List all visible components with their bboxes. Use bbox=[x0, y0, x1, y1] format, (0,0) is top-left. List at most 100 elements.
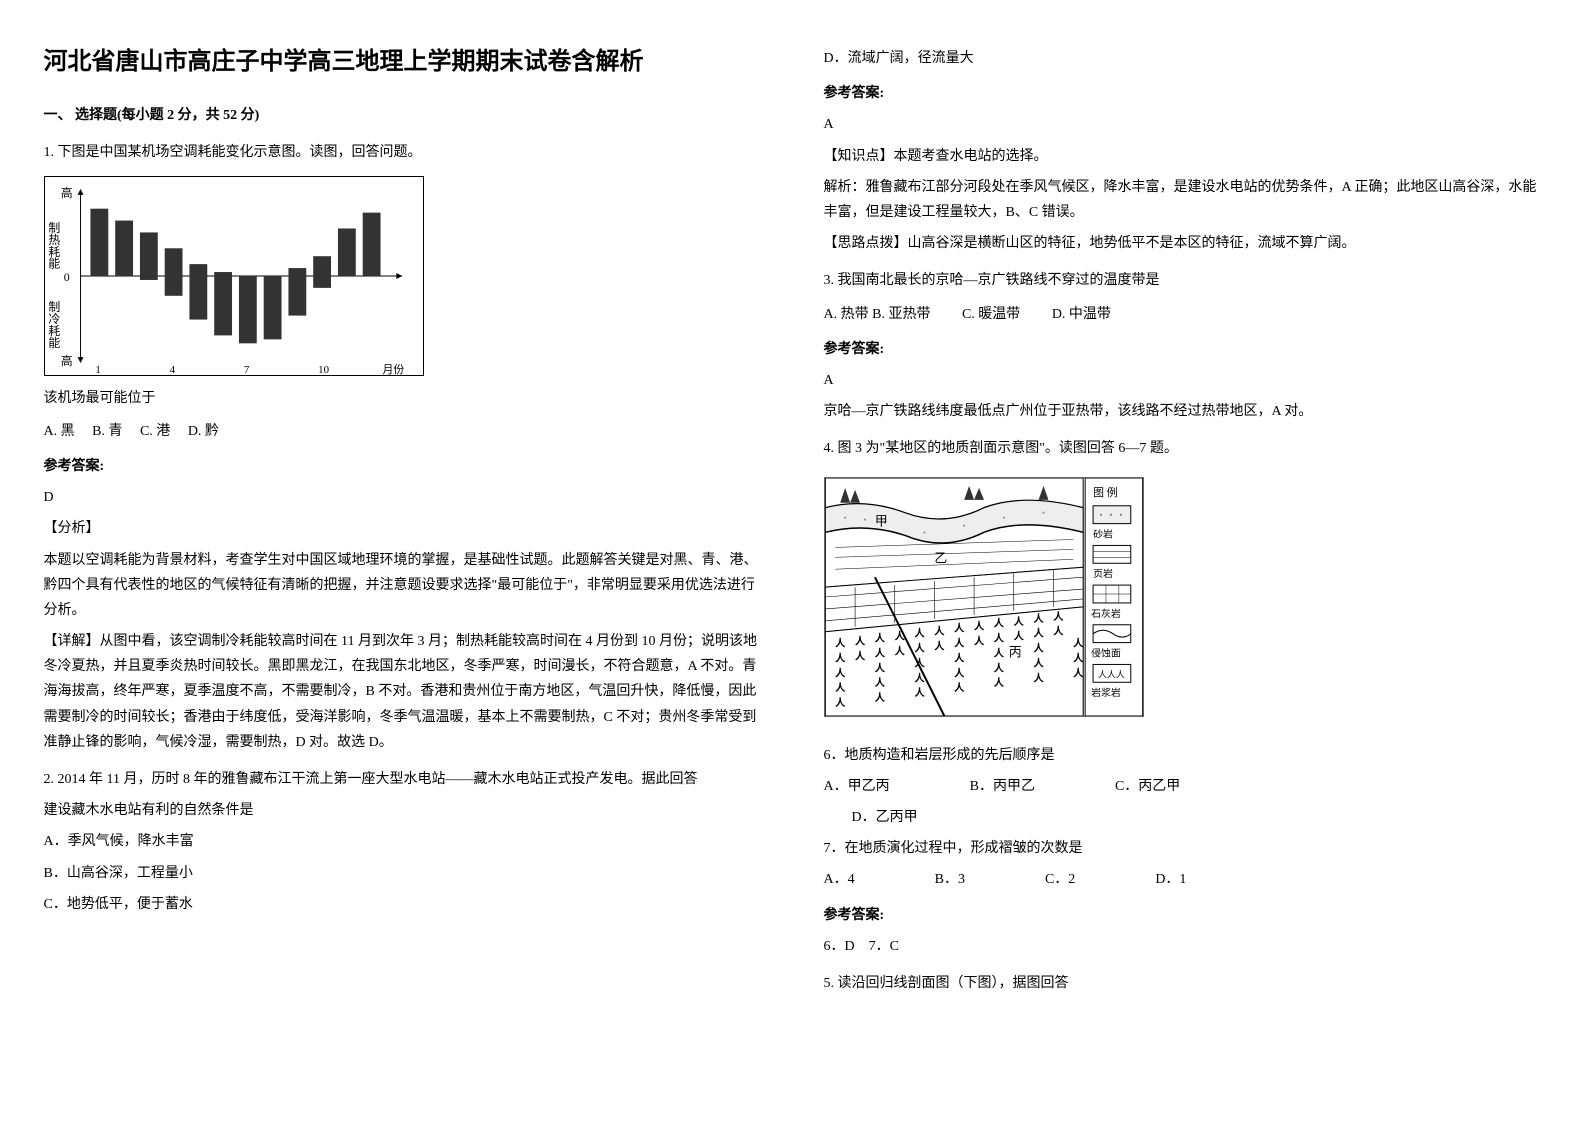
q3-stem: 3. 我国南北最长的京哈—京广铁路线不穿过的温度带是 bbox=[824, 268, 1544, 293]
legend-sand: 砂岩 bbox=[1093, 528, 1113, 541]
svg-text:人: 人 bbox=[1053, 626, 1063, 638]
q7-opt-b: B．3 bbox=[935, 867, 965, 892]
q2-opt-a: A．季风气候，降水丰富 bbox=[44, 829, 764, 854]
svg-text:人: 人 bbox=[954, 668, 964, 680]
q1-analysis-text: 本题以空调耗能为背景材料，考查学生对中国区域地理环境的掌握，是基础性试题。此题解… bbox=[44, 548, 764, 624]
svg-text:人: 人 bbox=[954, 638, 964, 650]
legend-igneous: 岩浆岩 bbox=[1091, 687, 1121, 700]
q3-opt-c: C. 暖温带 bbox=[962, 307, 1020, 322]
q1-sub: 该机场最可能位于 bbox=[44, 386, 764, 411]
q2-jiexi: 解析：雅鲁藏布江部分河段处在季风气候区，降水丰富，是建设水电站的优势条件，A 正… bbox=[824, 175, 1544, 225]
q2-knowledge-label: 【知识点】 bbox=[824, 149, 894, 164]
svg-text:人: 人 bbox=[993, 663, 1003, 675]
svg-text:人: 人 bbox=[835, 638, 845, 650]
q6-opt-c: C．丙乙甲 bbox=[1115, 774, 1180, 799]
svg-text:人: 人 bbox=[1033, 613, 1043, 625]
q2-opt-c: C．地势低平，便于蓄水 bbox=[44, 892, 764, 917]
q6-stem: 6．地质构造和岩层形成的先后顺序是 bbox=[824, 743, 1544, 768]
energy-chart-svg: 高 制热耗能 0 制冷耗能 高 1 4 7 10 月份 bbox=[45, 177, 423, 375]
svg-text:人: 人 bbox=[874, 663, 884, 675]
q2-knowledge-text: 本题考查水电站的选择。 bbox=[894, 149, 1048, 164]
svg-text:人: 人 bbox=[1033, 628, 1043, 640]
legend-shale: 页岩 bbox=[1093, 568, 1113, 581]
svg-text:人: 人 bbox=[934, 641, 944, 653]
x-label-4: 4 bbox=[169, 364, 175, 375]
q7-stem: 7．在地质演化过程中，形成褶皱的次数是 bbox=[824, 836, 1544, 861]
label-bing: 丙 bbox=[1008, 646, 1021, 660]
q2-answer-label: 参考答案: bbox=[824, 81, 1544, 106]
svg-text:人: 人 bbox=[835, 683, 845, 695]
svg-text:人: 人 bbox=[954, 653, 964, 665]
q3-options: A. 热带 B. 亚热带 C. 暖温带 D. 中温带 bbox=[824, 302, 1544, 327]
y-high-bottom: 高 bbox=[60, 354, 72, 368]
q3-explain: 京哈—京广铁路线纬度最低点广州位于亚热带，该线路不经过热带地区，A 对。 bbox=[824, 399, 1544, 424]
svg-text:人: 人 bbox=[1073, 653, 1083, 665]
svg-text:人: 人 bbox=[835, 653, 845, 665]
q6-opt-b: B．丙甲乙 bbox=[970, 774, 1035, 799]
q2-stem: 2. 2014 年 11 月，历时 8 年的雅鲁藏布江干流上第一座大型水电站——… bbox=[44, 767, 764, 792]
q3-opt-a: A. 热带 bbox=[824, 307, 869, 322]
q1-analysis-label: 【分析】 bbox=[44, 516, 764, 541]
svg-text:人: 人 bbox=[993, 648, 1003, 660]
svg-text:人: 人 bbox=[874, 633, 884, 645]
svg-text:人: 人 bbox=[1033, 673, 1043, 685]
q1-chart: 高 制热耗能 0 制冷耗能 高 1 4 7 10 月份 bbox=[44, 176, 424, 376]
x-label-1: 1 bbox=[95, 364, 100, 375]
q2-silu: 【思路点拨】山高谷深是横断山区的特征，地势低平不是本区的特征，流域不算广阔。 bbox=[824, 231, 1544, 256]
svg-text:人: 人 bbox=[954, 683, 964, 695]
q7-opt-d: D．1 bbox=[1155, 867, 1186, 892]
q3-answer-label: 参考答案: bbox=[824, 337, 1544, 362]
x-label-10: 10 bbox=[318, 364, 329, 375]
q1-opt-c: C. 港 bbox=[140, 424, 170, 439]
q6-opt-d: D．乙丙甲 bbox=[824, 805, 1544, 830]
svg-text:人: 人 bbox=[874, 693, 884, 705]
svg-text:人: 人 bbox=[855, 636, 865, 648]
q4-stem: 4. 图 3 为"某地区的地质剖面示意图"。读图回答 6—7 题。 bbox=[824, 436, 1544, 461]
svg-text:人: 人 bbox=[1053, 611, 1063, 623]
q1-detail: 【详解】从图中看，该空调制冷耗能较高时间在 11 月到次年 3 月；制热耗能较高… bbox=[44, 629, 764, 755]
q3-opt-d: D. 中温带 bbox=[1052, 307, 1111, 322]
q1-answer: D bbox=[44, 485, 764, 510]
svg-text:人: 人 bbox=[1033, 658, 1043, 670]
q7-opt-a: A．4 bbox=[824, 867, 855, 892]
svg-text:人: 人 bbox=[1033, 643, 1043, 655]
q2-answer: A bbox=[824, 112, 1544, 137]
q5-stem: 5. 读沿回归线剖面图（下图），据图回答 bbox=[824, 971, 1544, 996]
legend-title: 图 例 bbox=[1093, 485, 1118, 499]
q1-opt-a: A. 黑 bbox=[44, 424, 75, 439]
q1-detail-label: 【详解】 bbox=[44, 634, 100, 649]
svg-text:人: 人 bbox=[1013, 631, 1023, 643]
svg-text:人: 人 bbox=[1013, 616, 1023, 628]
cooling-bars bbox=[139, 276, 330, 343]
svg-text:人: 人 bbox=[993, 678, 1003, 690]
q2-silu-text: 山高谷深是横断山区的特征，地势低平不是本区的特征，流域不算广阔。 bbox=[908, 236, 1356, 251]
q6-options-row1: A．甲乙丙 B．丙甲乙 C．丙乙甲 bbox=[824, 774, 1544, 799]
y-heating-label: 制热耗能 bbox=[46, 221, 60, 269]
q6-opt-a: A．甲乙丙 bbox=[824, 774, 890, 799]
q4-answer-label: 参考答案: bbox=[824, 903, 1544, 928]
svg-text:人: 人 bbox=[993, 633, 1003, 645]
right-column: D．流域广阔，径流量大 参考答案: A 【知识点】本题考查水电站的选择。 解析：… bbox=[824, 40, 1544, 1002]
q2-sub: 建设藏木水电站有利的自然条件是 bbox=[44, 798, 764, 823]
svg-text:人: 人 bbox=[993, 618, 1003, 630]
q2-jiexi-label: 解析： bbox=[824, 180, 866, 195]
legend-erosion: 侵蚀面 bbox=[1091, 647, 1121, 660]
q1-detail-text: 从图中看，该空调制冷耗能较高时间在 11 月到次年 3 月；制热耗能较高时间在 … bbox=[44, 634, 757, 750]
q7-options: A．4 B．3 C．2 D．1 bbox=[824, 867, 1544, 892]
heating-bars bbox=[90, 208, 380, 275]
page-title: 河北省唐山市高庄子中学高三地理上学期期末试卷含解析 bbox=[44, 40, 764, 83]
svg-text:人: 人 bbox=[874, 648, 884, 660]
q2-jiexi-text: 雅鲁藏布江部分河段处在季风气候区，降水丰富，是建设水电站的优势条件，A 正确；此… bbox=[824, 180, 1537, 220]
svg-text:人: 人 bbox=[874, 678, 884, 690]
svg-text:人: 人 bbox=[835, 698, 845, 710]
q1-answer-label: 参考答案: bbox=[44, 454, 764, 479]
svg-text:人: 人 bbox=[954, 623, 964, 635]
q4-answer: 6．D 7．C bbox=[824, 934, 1544, 959]
svg-text:人人人: 人人人 bbox=[1098, 670, 1125, 680]
x-axis-label: 月份 bbox=[382, 363, 404, 375]
geology-diagram: 甲 乙 人人人人 人人人人 人人人人 bbox=[824, 477, 1144, 717]
y-high-top: 高 bbox=[60, 185, 72, 199]
svg-text:人: 人 bbox=[894, 646, 904, 658]
section-header: 一、 选择题(每小题 2 分，共 52 分) bbox=[44, 103, 764, 128]
q7-opt-c: C．2 bbox=[1045, 867, 1075, 892]
